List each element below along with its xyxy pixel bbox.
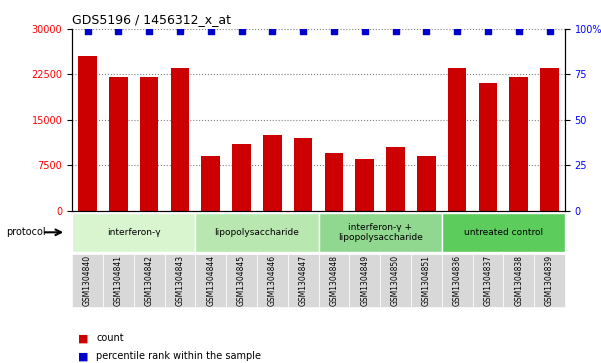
Text: GSM1304851: GSM1304851 (422, 255, 431, 306)
Text: GSM1304849: GSM1304849 (360, 255, 369, 306)
Text: GSM1304846: GSM1304846 (268, 255, 277, 306)
FancyBboxPatch shape (133, 254, 165, 307)
Bar (78, 56, 97, 211)
Bar (478, 83, 497, 211)
Text: GSM1304838: GSM1304838 (514, 255, 523, 306)
Point (360, 28, 370, 34)
Text: GSM1304836: GSM1304836 (453, 255, 462, 306)
Point (453, 28, 462, 34)
Point (483, 28, 493, 34)
FancyBboxPatch shape (288, 254, 319, 307)
Bar (171, 68, 189, 211)
Text: GSM1304844: GSM1304844 (206, 255, 215, 306)
FancyBboxPatch shape (349, 254, 380, 307)
Text: GSM1304848: GSM1304848 (329, 255, 338, 306)
Point (329, 28, 339, 34)
Text: protocol: protocol (6, 227, 46, 237)
FancyBboxPatch shape (165, 254, 195, 307)
FancyBboxPatch shape (195, 213, 319, 252)
FancyBboxPatch shape (226, 254, 257, 307)
Point (391, 28, 400, 34)
Text: count: count (96, 333, 124, 343)
Point (267, 28, 277, 34)
FancyBboxPatch shape (195, 254, 226, 307)
Text: GSM1304850: GSM1304850 (391, 255, 400, 306)
Text: GSM1304841: GSM1304841 (114, 255, 123, 306)
FancyBboxPatch shape (411, 254, 442, 307)
Bar (540, 68, 559, 211)
Point (298, 28, 308, 34)
Bar (201, 156, 220, 211)
FancyBboxPatch shape (503, 254, 534, 307)
Text: GSM1304837: GSM1304837 (483, 255, 492, 306)
Point (514, 28, 523, 34)
Point (144, 28, 154, 34)
Text: untreated control: untreated control (464, 228, 543, 237)
Bar (325, 153, 343, 211)
FancyBboxPatch shape (257, 254, 288, 307)
FancyBboxPatch shape (319, 213, 442, 252)
Point (545, 28, 554, 34)
Text: GSM1304839: GSM1304839 (545, 255, 554, 306)
FancyBboxPatch shape (442, 213, 565, 252)
Bar (109, 77, 127, 211)
Point (175, 28, 185, 34)
Point (237, 28, 246, 34)
Text: GSM1304840: GSM1304840 (83, 255, 92, 306)
Text: GDS5196 / 1456312_x_at: GDS5196 / 1456312_x_at (72, 13, 231, 26)
FancyBboxPatch shape (103, 254, 133, 307)
Bar (510, 77, 528, 211)
Bar (386, 147, 405, 211)
Bar (417, 156, 436, 211)
FancyBboxPatch shape (442, 254, 472, 307)
FancyBboxPatch shape (380, 254, 411, 307)
Text: GSM1304845: GSM1304845 (237, 255, 246, 306)
Bar (263, 135, 281, 211)
Text: lipopolysaccharide: lipopolysaccharide (215, 228, 299, 237)
Bar (140, 77, 159, 211)
Text: interferon-γ: interferon-γ (107, 228, 160, 237)
Bar (448, 68, 466, 211)
Point (114, 28, 123, 34)
FancyBboxPatch shape (72, 254, 103, 307)
Point (206, 28, 216, 34)
FancyBboxPatch shape (472, 254, 503, 307)
Text: ■: ■ (78, 351, 88, 362)
Bar (232, 144, 251, 211)
Text: GSM1304842: GSM1304842 (145, 255, 154, 306)
Bar (294, 138, 313, 211)
Text: interferon-γ +
lipopolysaccharide: interferon-γ + lipopolysaccharide (338, 223, 423, 242)
Point (83, 28, 93, 34)
FancyBboxPatch shape (319, 254, 349, 307)
Text: GSM1304847: GSM1304847 (299, 255, 308, 306)
Bar (355, 159, 374, 211)
Text: GSM1304843: GSM1304843 (175, 255, 185, 306)
FancyBboxPatch shape (534, 254, 565, 307)
Text: ■: ■ (78, 333, 88, 343)
Point (421, 28, 431, 34)
FancyBboxPatch shape (72, 213, 195, 252)
Text: percentile rank within the sample: percentile rank within the sample (96, 351, 261, 362)
